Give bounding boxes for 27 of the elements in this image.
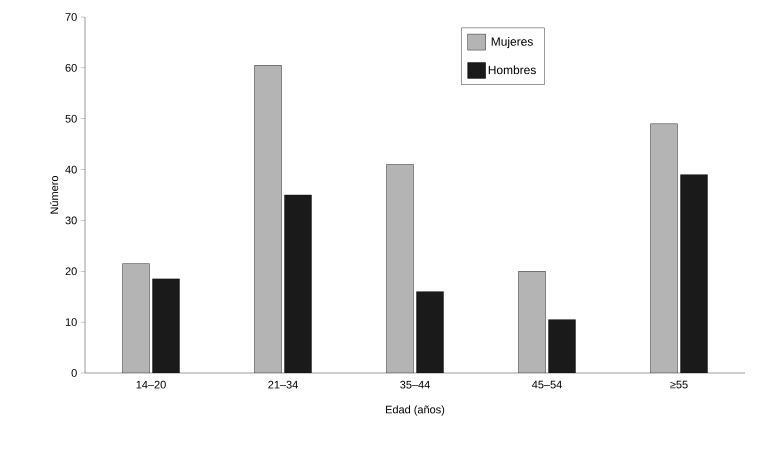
x-tick-label: 45–54 — [532, 380, 562, 388]
y-tick-label: 60 — [66, 64, 77, 72]
bar — [548, 320, 576, 373]
x-tick-label: 35–44 — [400, 380, 430, 389]
bar — [680, 174, 708, 373]
y-tick-label: 10 — [66, 318, 77, 326]
bar — [152, 278, 180, 373]
bar — [386, 164, 414, 373]
y-tick-label: 70 — [66, 13, 77, 21]
y-tick-label: 30 — [65, 216, 77, 224]
y-tick-label: 0 — [72, 369, 77, 377]
bar — [650, 124, 678, 373]
legend-label: Mujeres — [492, 37, 533, 48]
x-tick-label: 14–20 — [136, 380, 166, 389]
y-axis-title: Número — [50, 176, 58, 214]
y-tick-label: 20 — [66, 267, 77, 276]
x-axis-title: Edad (años) — [386, 405, 444, 416]
bar — [284, 195, 312, 373]
x-tick-label: ≥55 — [670, 380, 688, 388]
y-tick-label: 40 — [65, 166, 77, 174]
bar — [122, 264, 150, 373]
bar — [254, 65, 282, 373]
legend-label: Hombres — [488, 65, 536, 74]
y-tick-label: 50 — [65, 114, 77, 123]
bar — [518, 271, 546, 373]
x-tick-label: 21–34 — [268, 380, 298, 389]
bar — [416, 292, 444, 373]
